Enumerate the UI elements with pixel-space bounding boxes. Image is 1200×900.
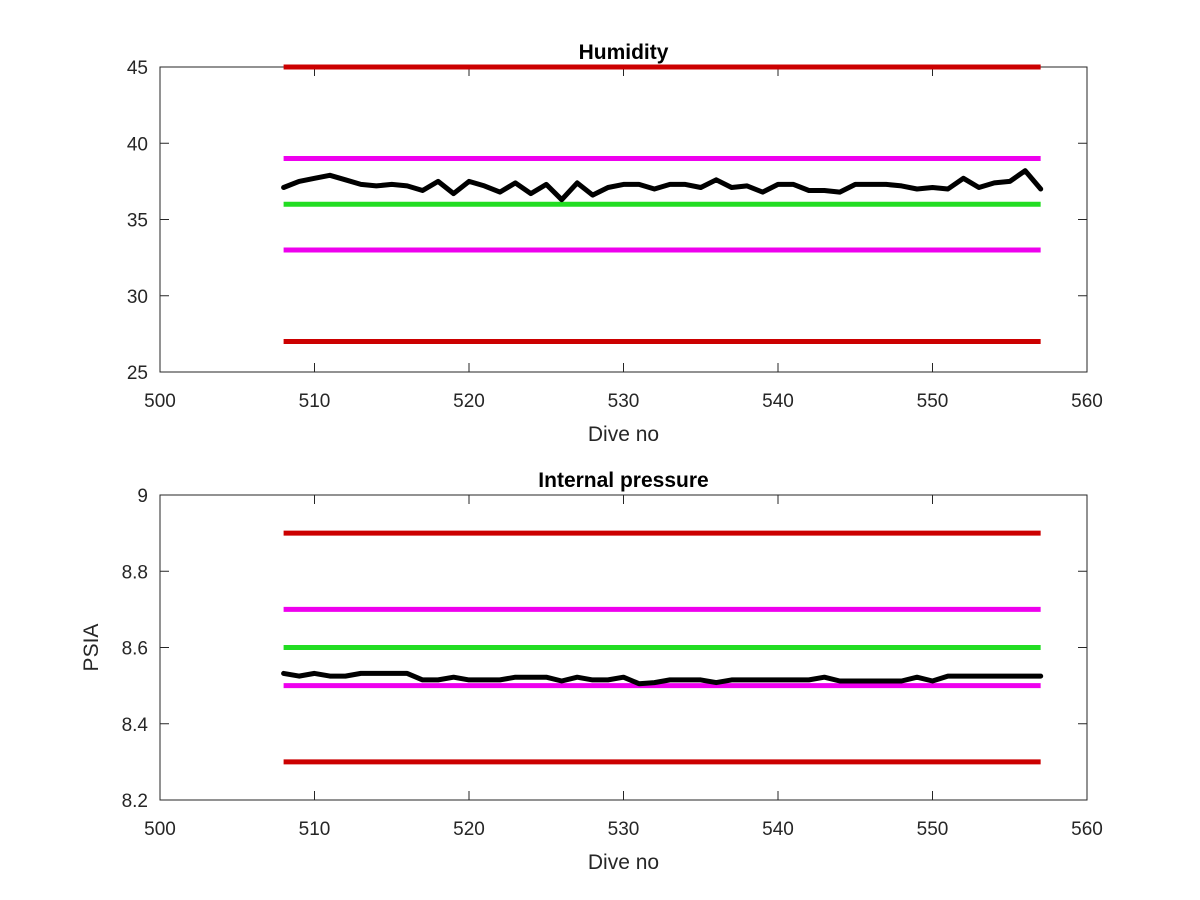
y-tick-label: 8.8 (122, 562, 148, 583)
y-tick-label: 8.2 (122, 791, 148, 812)
y-tick-label: 8.4 (122, 715, 149, 736)
x-tick-label: 530 (608, 391, 640, 412)
y-tick-label: 40 (127, 134, 148, 155)
chart-title: Humidity (579, 41, 669, 64)
internal-pressure-panel: 500 510 520 530 540 550 560 8.2 8.4 8.6 8.8 9 Intern… (80, 469, 1103, 874)
chart-title: Internal pressure (538, 469, 708, 492)
x-tick-label: 520 (453, 819, 485, 840)
x-tick-label: 550 (917, 391, 949, 412)
axes-frame (159, 66, 1088, 373)
y-tick-label: 9 (137, 486, 148, 507)
x-tick-label: 560 (1071, 391, 1103, 412)
x-tick-label: 500 (144, 391, 176, 412)
data-series-line (281, 168, 1044, 203)
y-tick-label: 25 (127, 363, 148, 384)
y-axis-label: PSIA (80, 624, 103, 672)
x-tick-label: 510 (299, 819, 331, 840)
x-axis-label: Dive no (588, 423, 659, 446)
y-tick-label: 35 (127, 211, 148, 232)
x-tick-label: 540 (762, 819, 794, 840)
humidity-panel: 500 510 520 530 540 550 560 25 30 35 40 45 Humidity D… (127, 41, 1103, 446)
y-tick-label: 30 (127, 287, 148, 308)
x-tick-label: 550 (917, 819, 949, 840)
x-tick-label: 500 (144, 819, 176, 840)
x-tick-label: 520 (453, 391, 485, 412)
y-tick-label: 45 (127, 58, 148, 79)
x-tick-label: 530 (608, 819, 640, 840)
y-tick-label: 8.6 (122, 639, 148, 660)
data-series-line (281, 670, 1044, 687)
x-tick-label: 540 (762, 391, 794, 412)
x-axis-label: Dive no (588, 851, 659, 874)
x-tick-label: 560 (1071, 819, 1103, 840)
x-tick-label: 510 (299, 391, 331, 412)
